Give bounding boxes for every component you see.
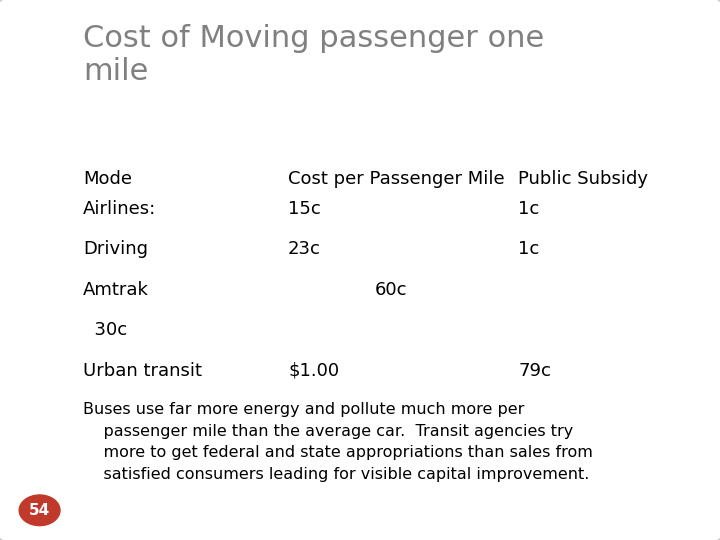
- Text: 30c: 30c: [83, 321, 127, 339]
- Text: Buses use far more energy and pollute much more per
    passenger mile than the : Buses use far more energy and pollute mu…: [83, 402, 593, 482]
- Text: Public Subsidy: Public Subsidy: [518, 170, 649, 188]
- Text: 60c: 60c: [374, 281, 407, 299]
- Text: Amtrak: Amtrak: [83, 281, 148, 299]
- Text: mile: mile: [83, 57, 148, 86]
- Text: 15c: 15c: [288, 200, 320, 218]
- Text: Cost per Passenger Mile: Cost per Passenger Mile: [288, 170, 505, 188]
- Text: 1c: 1c: [518, 240, 540, 258]
- Text: 1c: 1c: [518, 200, 540, 218]
- Text: 54: 54: [29, 503, 50, 518]
- Text: 23c: 23c: [288, 240, 321, 258]
- Circle shape: [19, 495, 60, 525]
- Text: Airlines:: Airlines:: [83, 200, 156, 218]
- Text: Mode: Mode: [83, 170, 132, 188]
- Text: 79c: 79c: [518, 362, 552, 380]
- Text: $1.00: $1.00: [288, 362, 339, 380]
- Text: Urban transit: Urban transit: [83, 362, 202, 380]
- Text: Driving: Driving: [83, 240, 148, 258]
- Text: Cost of Moving passenger one: Cost of Moving passenger one: [83, 24, 544, 53]
